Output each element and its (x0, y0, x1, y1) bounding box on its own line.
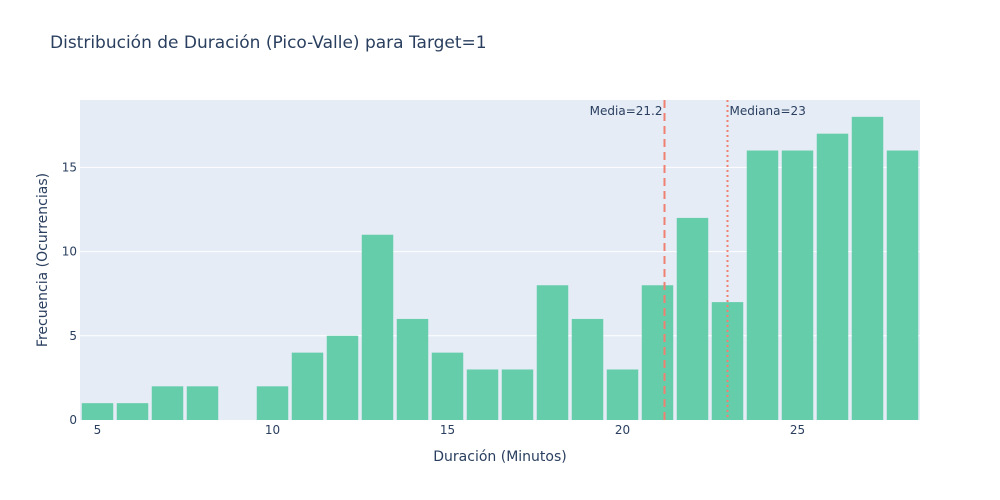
histogram-bar (291, 352, 324, 420)
histogram-bar (256, 386, 289, 420)
histogram-bar (816, 133, 849, 420)
histogram-bar (676, 217, 709, 420)
reference-lines: Media=21.2 Mediana=23 (590, 100, 806, 420)
x-tick-label: 25 (790, 423, 805, 437)
x-tick-label: 5 (94, 423, 102, 437)
x-tick-label: 10 (265, 423, 280, 437)
bars (81, 116, 919, 421)
histogram-bar (186, 386, 219, 420)
histogram-bar (886, 150, 919, 421)
histogram-bar (466, 369, 499, 420)
histogram-bar (536, 285, 569, 420)
chart-title: Distribución de Duración (Pico-Valle) pa… (50, 33, 487, 53)
histogram-bar (81, 403, 114, 420)
y-tick-label: 15 (62, 160, 77, 174)
reference-annotation-median: Mediana=23 (730, 104, 806, 118)
plot-background (80, 100, 920, 420)
x-axis-title: Duración (Minutos) (433, 449, 566, 465)
x-tick-label: 15 (440, 423, 455, 437)
reference-annotation-mean: Media=21.2 (590, 104, 663, 118)
x-axis-ticks: 5 10 15 20 25 (94, 423, 805, 437)
histogram-bar (851, 116, 884, 420)
histogram-bar (396, 318, 429, 420)
histogram-bar (571, 318, 604, 420)
histogram-bar (326, 335, 359, 420)
gridlines (80, 166, 920, 337)
histogram-bar (361, 234, 394, 420)
histogram-bar (431, 352, 464, 420)
y-axis-ticks: 0 5 10 15 (62, 160, 77, 427)
y-tick-label: 10 (62, 245, 77, 259)
histogram-bar (746, 150, 779, 421)
histogram-bar (116, 403, 149, 420)
histogram-bar (606, 369, 639, 420)
histogram-bar (151, 386, 184, 420)
y-axis-title: Frecuencia (Ocurrencias) (35, 173, 51, 347)
y-tick-label: 5 (69, 329, 77, 343)
y-tick-label: 0 (69, 413, 77, 427)
histogram-bar (501, 369, 534, 420)
histogram-bar (781, 150, 814, 421)
x-tick-label: 20 (615, 423, 630, 437)
histogram-bar (641, 285, 674, 420)
